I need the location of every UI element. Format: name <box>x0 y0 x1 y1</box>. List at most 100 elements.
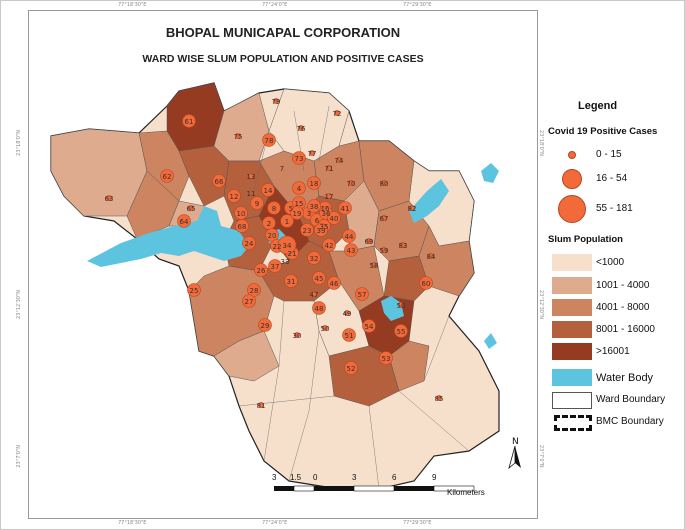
ward-label-7: 7 <box>280 165 284 173</box>
case-marker-ward-1 <box>280 214 294 228</box>
case-marker-ward-19 <box>290 206 304 220</box>
scale-tick-1: 1.5 <box>290 473 302 482</box>
case-marker-ward-79 <box>273 98 279 104</box>
case-marker-ward-76 <box>298 125 304 131</box>
coord-left-3: 23°7'0"N <box>16 445 22 468</box>
ward-label-6: 6 <box>315 217 320 225</box>
case-marker-ward-39 <box>314 223 328 237</box>
ward-label-50: 50 <box>321 325 330 333</box>
case-marker-ward-8 <box>267 201 281 215</box>
case-marker-ward-40 <box>327 211 341 225</box>
case-marker-ward-53 <box>379 351 393 365</box>
scale-tick-3: 3 <box>352 473 357 482</box>
ward-label-29: 29 <box>261 322 270 330</box>
ward-label-47: 47 <box>310 291 319 299</box>
ward-label-80: 80 <box>380 180 389 188</box>
slum-swatch-2 <box>552 277 592 294</box>
case-marker-ward-46 <box>327 276 341 290</box>
ward-label-3: 3 <box>307 210 311 218</box>
ward-label-46: 46 <box>330 280 339 288</box>
scale-unit: Kilometers <box>447 488 485 497</box>
ward-label-66: 66 <box>215 178 224 186</box>
case-marker-ward-80 <box>381 180 387 186</box>
ward-label-71: 71 <box>325 165 334 173</box>
covid-marker-large <box>558 195 586 223</box>
covid-case-markers <box>106 98 442 408</box>
bmc-boundary-label: BMC Boundary <box>596 416 664 427</box>
case-marker-ward-60 <box>419 276 433 290</box>
case-marker-ward-77 <box>309 150 315 156</box>
slum-swatch-5 <box>552 343 592 360</box>
ward-label-58: 58 <box>370 262 379 270</box>
coord-top-3: 77°29'30"E <box>403 2 432 8</box>
map-panel[interactable]: BHOPAL MUNICAPAL CORPORATION WARD WISE S… <box>28 10 538 519</box>
ward-label-18: 18 <box>310 180 319 188</box>
case-marker-ward-70 <box>348 180 354 186</box>
coord-top-1: 77°18'30"E <box>118 2 147 8</box>
ward-label-55: 55 <box>397 328 406 336</box>
case-marker-ward-64 <box>177 214 191 228</box>
ward-label-21: 21 <box>288 250 297 258</box>
ward-label-63: 63 <box>105 195 114 203</box>
ward-label-74: 74 <box>335 157 344 165</box>
case-marker-ward-61 <box>182 114 196 128</box>
case-marker-ward-45 <box>312 271 326 285</box>
slum-class-5: >16001 <box>596 346 630 357</box>
coord-top-2: 77°24'0"E <box>262 2 288 8</box>
slum-swatch-4 <box>552 321 592 338</box>
case-marker-ward-31 <box>284 274 298 288</box>
case-marker-ward-75 <box>235 133 241 139</box>
north-arrow-icon <box>508 445 521 470</box>
case-marker-ward-81 <box>258 402 264 408</box>
ward-label-2: 2 <box>267 220 271 228</box>
ward-label-60: 60 <box>422 280 431 288</box>
case-marker-ward-14 <box>261 183 275 197</box>
water-pond-2 <box>484 333 497 349</box>
ward-label-81: 81 <box>257 402 266 410</box>
case-marker-ward-24 <box>242 236 256 250</box>
ward-label-64: 64 <box>180 218 189 226</box>
case-marker-ward-74 <box>336 157 342 163</box>
ward-label-78: 78 <box>265 137 274 145</box>
scale-bar <box>274 485 475 492</box>
case-marker-ward-78 <box>262 133 276 147</box>
case-marker-ward-51 <box>342 328 356 342</box>
case-marker-ward-17 <box>326 193 332 199</box>
case-marker-ward-41 <box>338 201 352 215</box>
slum-class-2: 1001 - 4000 <box>596 280 650 291</box>
north-label: N <box>512 437 519 447</box>
case-marker-ward-66 <box>212 174 226 188</box>
case-marker-ward-13 <box>248 173 254 179</box>
ward-label-54: 54 <box>365 323 374 331</box>
slum-class-4: 8001 - 16000 <box>596 324 655 335</box>
coord-bottom-2: 77°24'0"E <box>262 520 288 526</box>
case-marker-ward-12 <box>227 189 241 203</box>
case-marker-ward-43 <box>344 243 358 257</box>
ward-label-19: 19 <box>293 210 302 218</box>
ward-label-5: 5 <box>289 205 293 213</box>
ward-label-24: 24 <box>245 240 254 248</box>
case-marker-ward-85 <box>436 395 442 401</box>
ward-label-56: 56 <box>397 302 406 310</box>
case-marker-ward-55 <box>394 324 408 338</box>
ward-label-43: 43 <box>347 247 356 255</box>
ward-label-72: 72 <box>333 110 342 118</box>
ward-label-27: 27 <box>245 298 254 306</box>
case-marker-ward-83 <box>400 242 406 248</box>
case-marker-ward-69 <box>366 238 372 244</box>
case-marker-ward-27 <box>242 294 256 308</box>
case-marker-ward-71 <box>326 165 332 171</box>
case-marker-ward-32 <box>307 251 321 265</box>
ward-label-11: 11 <box>247 190 256 198</box>
ward-label-10: 10 <box>237 210 246 218</box>
scale-tick-4: 6 <box>392 473 397 482</box>
case-marker-ward-47 <box>311 291 317 297</box>
case-marker-ward-84 <box>428 253 434 259</box>
ward-label-32: 32 <box>310 255 319 263</box>
case-marker-ward-26 <box>254 263 268 277</box>
case-marker-ward-59 <box>381 247 387 253</box>
case-marker-ward-49 <box>344 310 350 316</box>
ward-label-77: 77 <box>308 150 317 158</box>
